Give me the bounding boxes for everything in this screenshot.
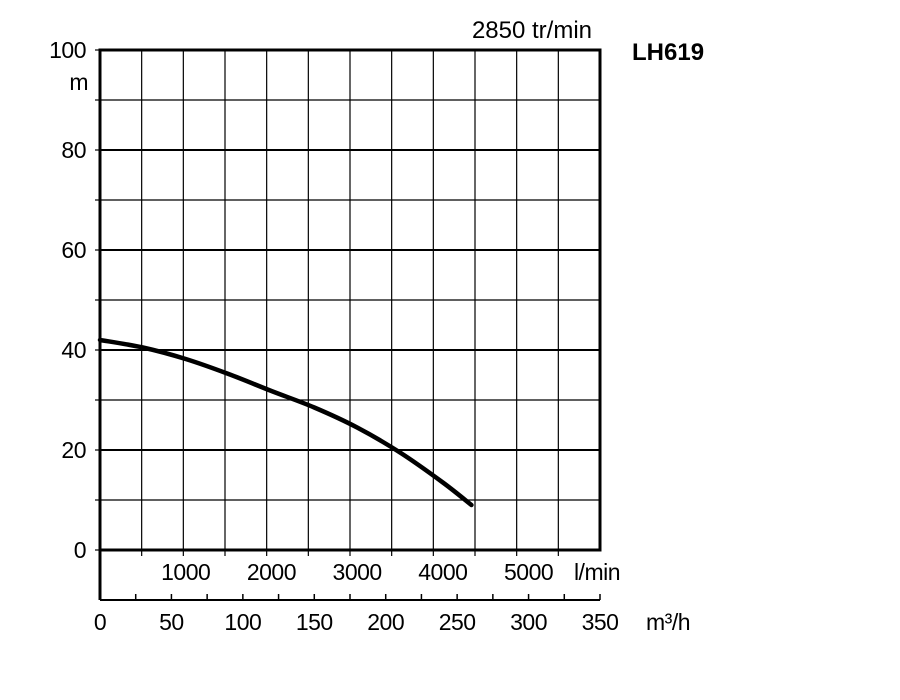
lower-axis-band — [98, 550, 601, 601]
secondary-x-tick-labels: 1000 2000 3000 4000 5000 — [161, 559, 554, 585]
secondary-x-tick-label: 2000 — [247, 559, 296, 585]
y-axis-unit: m — [69, 69, 88, 95]
x-tick-label: 200 — [367, 609, 404, 635]
x-tick-label: 300 — [510, 609, 547, 635]
x-tick-label: 50 — [159, 609, 184, 635]
secondary-x-tick-label: 1000 — [161, 559, 210, 585]
secondary-x-tick-label: 3000 — [333, 559, 382, 585]
y-tick-label: 40 — [61, 337, 86, 363]
pump-model-title: LH619 — [632, 39, 704, 66]
secondary-x-tick-label: 5000 — [504, 559, 553, 585]
secondary-x-axis-unit: l/min — [574, 559, 620, 585]
y-tick-label: 80 — [61, 137, 86, 163]
x-tick-label: 150 — [296, 609, 333, 635]
x-tick-label: 350 — [582, 609, 619, 635]
x-tick-label: 250 — [439, 609, 476, 635]
speed-label: 2850 tr/min — [472, 17, 592, 44]
x-tick-labels: 0 50 100 150 200 250 300 350 — [94, 609, 619, 635]
y-tick-label: 100 — [49, 37, 86, 63]
y-tick-labels: 0 20 40 60 80 100 — [49, 37, 86, 563]
x-axis-unit: m³/h — [646, 609, 690, 635]
x-tick-label: 0 — [94, 609, 106, 635]
y-tick-label: 60 — [61, 237, 86, 263]
y-tick-label: 0 — [74, 537, 86, 563]
head-flow-curve — [97, 337, 474, 508]
y-tick-label: 20 — [61, 437, 86, 463]
x-tick-label: 100 — [224, 609, 261, 635]
secondary-x-tick-label: 4000 — [418, 559, 467, 585]
grid-lines — [95, 49, 600, 551]
